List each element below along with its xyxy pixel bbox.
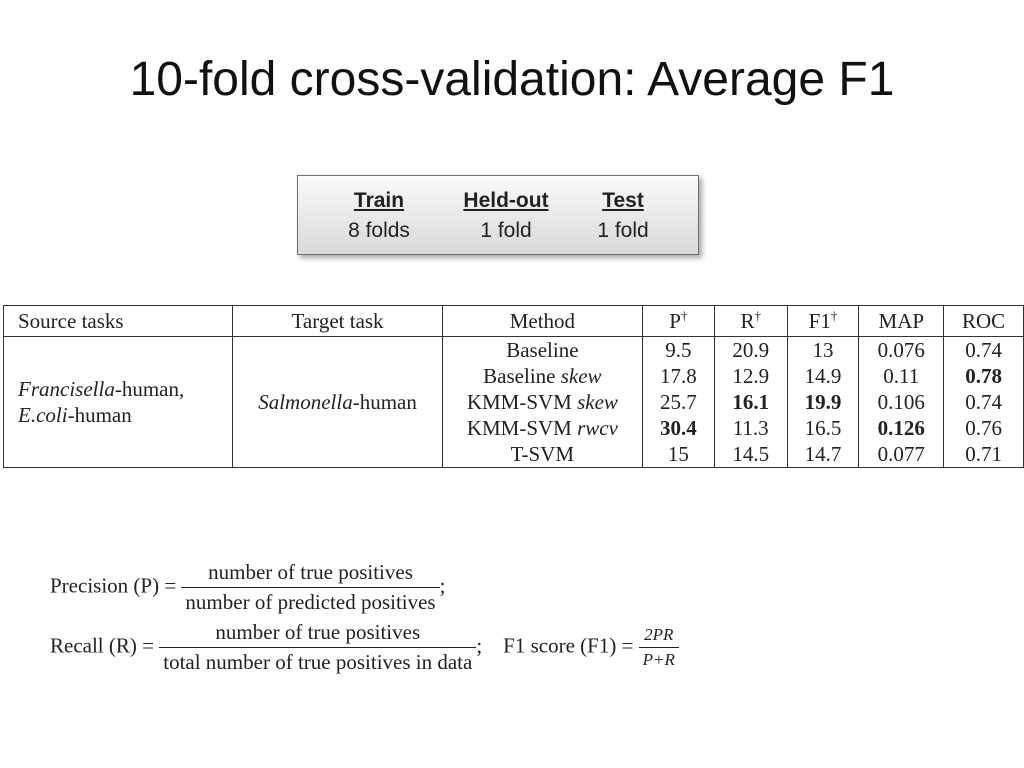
- header-target-task: Target task: [232, 305, 443, 337]
- header-f1: F1†: [786, 305, 860, 337]
- fold-split-box: Train 8 folds Held-out 1 fold Test 1 fol…: [297, 175, 699, 255]
- source-tasks-cell: Francisella-human, E.coli-human: [2, 336, 234, 468]
- header-roc: ROC: [943, 305, 1024, 337]
- table-header-row: Source tasks Target task Method P† R† F1…: [2, 305, 1024, 337]
- f1-fraction: 2PR P+R: [638, 625, 679, 670]
- roc-values-cell: 0.74 0.78 0.74 0.76 0.71: [943, 336, 1024, 468]
- train-header: Train: [353, 189, 405, 212]
- test-value: 1 fold: [597, 219, 649, 242]
- f1-label: F1 score (F1) =: [503, 633, 634, 658]
- test-column: Test 1 fold: [578, 186, 668, 246]
- precision-formula: Precision (P) = number of true positives…: [50, 560, 446, 615]
- header-map: MAP: [858, 305, 945, 337]
- r-values-cell: 20.9 12.9 16.1 11.3 14.5: [713, 336, 788, 468]
- train-column: Train 8 folds: [334, 186, 424, 246]
- heldout-value: 1 fold: [480, 219, 532, 242]
- target-task-cell: Salmonella-human: [232, 336, 443, 468]
- header-source-tasks: Source tasks: [2, 305, 234, 337]
- heldout-column: Held-out 1 fold: [456, 186, 556, 246]
- recall-f1-formula: Recall (R) = number of true positives to…: [50, 620, 679, 675]
- slide-title: 10-fold cross-validation: Average F1: [129, 53, 895, 106]
- header-p: P†: [642, 305, 715, 337]
- header-method: Method: [441, 305, 644, 337]
- results-table: Source tasks Target task Method P† R† F1…: [2, 305, 1024, 468]
- test-header: Test: [602, 189, 644, 212]
- heldout-header: Held-out: [463, 189, 549, 212]
- f1-values-cell: 13 14.9 19.9 16.5 14.7: [786, 336, 860, 468]
- method-cell: Baseline Baseline skew KMM-SVM skew KMM-…: [441, 336, 644, 468]
- p-values-cell: 9.5 17.8 25.7 30.4 15: [642, 336, 715, 468]
- header-r: R†: [713, 305, 788, 337]
- map-values-cell: 0.076 0.11 0.106 0.126 0.077: [858, 336, 945, 468]
- precision-fraction: number of true positives number of predi…: [181, 560, 440, 615]
- table-row: Francisella-human, E.coli-human Salmonel…: [2, 336, 1024, 468]
- recall-fraction: number of true positives total number of…: [159, 620, 477, 675]
- train-value: 8 folds: [348, 219, 410, 242]
